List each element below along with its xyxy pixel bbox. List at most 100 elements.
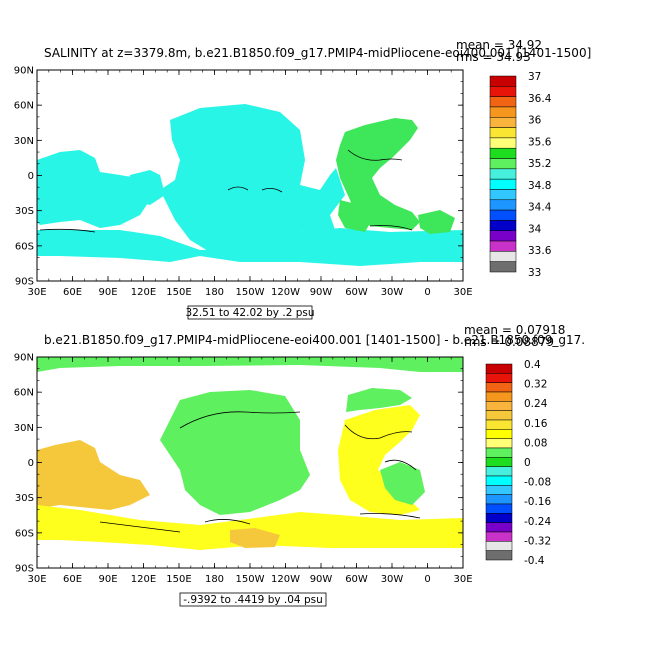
- panel2-title: b.e21.B1850.f09_g17.PMIP4-midPliocene-eo…: [44, 333, 585, 347]
- x-tick-label: 60W: [345, 574, 368, 585]
- diff-southern-yellow: [37, 505, 463, 550]
- colorbar-swatch: [489, 168, 517, 180]
- x-tick-label: 0: [424, 287, 430, 298]
- colorbar-swatch: [485, 550, 513, 561]
- diff-contour-atlantic: [344, 424, 417, 471]
- x-tick-label: 30E: [453, 574, 472, 585]
- diff-contour-south: [99, 513, 421, 533]
- colorbar-swatch: [489, 158, 517, 170]
- colorbar-label: 0.24: [524, 398, 548, 410]
- colorbar-swatch: [489, 117, 517, 128]
- salinity-southern-ocean: [37, 228, 463, 266]
- x-tick-label: 30W: [381, 574, 404, 585]
- x-tick-label: 60E: [63, 574, 82, 585]
- y-tick-label: 90N: [14, 353, 34, 364]
- diff-east-orange: [230, 528, 280, 548]
- colorbar-swatch: [489, 251, 517, 262]
- diff-north-pacific: [160, 390, 310, 515]
- y-tick-label: 90S: [15, 564, 34, 575]
- salinity-atlantic-region: [336, 118, 420, 230]
- colorbar-swatch: [485, 475, 513, 486]
- colorbar-label: 36.4: [528, 93, 552, 105]
- colorbar-label: 35.6: [528, 136, 552, 148]
- y-tick-label: 60S: [15, 528, 34, 539]
- colorbar-label: 36: [528, 115, 542, 127]
- diff-atlantic-green: [346, 388, 412, 412]
- y-tick-label: 30N: [14, 423, 34, 434]
- colorbar-swatch: [485, 503, 513, 514]
- colorbar-swatch: [485, 363, 513, 374]
- y-tick-label: 30S: [15, 206, 34, 217]
- colorbar-label: -0.32: [524, 535, 551, 547]
- colorbar-swatch: [485, 457, 513, 467]
- x-tick-label: 150W: [236, 287, 265, 298]
- colorbar-label: -0.4: [524, 555, 545, 567]
- x-tick-label: 60W: [345, 287, 368, 298]
- colorbar-label: 0.16: [524, 418, 548, 430]
- x-tick-label: 90E: [98, 287, 117, 298]
- colorbar-label: -0.08: [524, 477, 551, 489]
- colorbar-swatch: [489, 189, 517, 201]
- colorbar-label: 0.32: [524, 379, 547, 391]
- colorbar-swatch: [485, 494, 513, 505]
- panel1-mean: mean = 34.92: [456, 38, 542, 52]
- y-tick-label: 0: [28, 458, 34, 469]
- x-tick-label: 0: [424, 574, 430, 585]
- panel2-map: [37, 357, 463, 550]
- panel-salinity: SALINITY at z=3379.8m, b.e21.B1850.f09_g…: [14, 38, 591, 320]
- colorbar-label: 34.8: [528, 180, 551, 192]
- x-tick-label: 120W: [271, 287, 300, 298]
- salinity-contour-south: [39, 225, 413, 233]
- y-tick-label: 90N: [14, 66, 34, 77]
- panel2-range-label: -.9392 to .4419 by .04 psu: [183, 594, 323, 606]
- colorbar-swatch: [489, 220, 517, 231]
- colorbar-label: 34.4: [528, 202, 552, 214]
- salinity-west-pacific: [130, 170, 165, 205]
- colorbar-swatch: [489, 96, 517, 108]
- panel1-range-box: [187, 305, 313, 320]
- y-tick-label: 60S: [15, 241, 34, 252]
- diff-indian: [37, 440, 150, 510]
- colorbar-swatch: [485, 382, 513, 393]
- x-tick-label: 120E: [131, 574, 156, 585]
- x-tick-label: 90W: [310, 574, 333, 585]
- x-tick-label: 150E: [166, 574, 191, 585]
- colorbar-label: -0.16: [524, 496, 551, 508]
- colorbar-swatch: [485, 438, 513, 449]
- salinity-atlantic-east: [418, 210, 455, 234]
- panel2-range-box: [179, 592, 327, 607]
- x-tick-label: 150W: [236, 574, 265, 585]
- x-tick-label: 30E: [453, 287, 472, 298]
- x-tick-label: 120W: [271, 574, 300, 585]
- colorbar-swatch: [485, 429, 513, 439]
- colorbar-swatch: [489, 127, 517, 139]
- panel1-title: SALINITY at z=3379.8m, b.e21.B1850.f09_g…: [44, 46, 591, 60]
- y-tick-label: 90S: [15, 277, 34, 288]
- x-tick-label: 90W: [310, 287, 333, 298]
- colorbar-swatch: [489, 106, 517, 118]
- x-tick-label: 90E: [98, 574, 117, 585]
- panel1-range-label: 32.51 to 42.02 by .2 psu: [185, 307, 314, 319]
- y-tick-label: 60N: [14, 388, 34, 399]
- colorbar-label: 0.08: [524, 437, 547, 449]
- salinity-atlantic-south: [338, 200, 372, 232]
- colorbar-swatch: [485, 513, 513, 523]
- x-tick-label: 120E: [131, 287, 156, 298]
- panel2-ticks: 30E 60E 90E 120E 150E 180 150W 120W 90W 60W 30W 0 30…: [14, 353, 473, 586]
- colorbar-swatch: [485, 373, 513, 383]
- colorbar-label: 34: [528, 223, 542, 235]
- x-tick-label: 60E: [63, 287, 82, 298]
- colorbar-label: 35.2: [528, 158, 551, 170]
- diff-atlantic-yellow: [338, 405, 420, 515]
- colorbar-swatch: [485, 522, 513, 533]
- x-tick-label: 180: [205, 287, 224, 298]
- panel2-mean: mean = 0.07918: [464, 323, 565, 337]
- panel2-rms: rms = 0.08879: [464, 335, 554, 349]
- colorbar-swatch: [489, 240, 517, 252]
- x-tick-label: 150E: [166, 287, 191, 298]
- colorbar-swatch: [489, 209, 517, 221]
- colorbar-label: -0.24: [524, 516, 551, 528]
- colorbar-swatch: [489, 75, 517, 87]
- colorbar-label: 37: [528, 71, 541, 83]
